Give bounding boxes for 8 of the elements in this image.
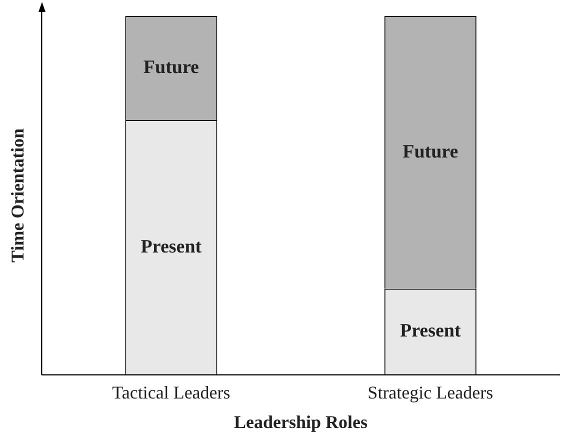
- x-tick-label: Strategic Leaders: [368, 382, 494, 402]
- x-axis-title: Leadership Roles: [234, 412, 368, 432]
- y-axis-title: Time Orientation: [7, 128, 28, 262]
- x-tick-label: Tactical Leaders: [112, 382, 230, 402]
- text: Future: [402, 141, 458, 162]
- series-label: Present: [140, 236, 202, 258]
- series-label: Future: [143, 56, 199, 78]
- text: Present: [400, 320, 461, 342]
